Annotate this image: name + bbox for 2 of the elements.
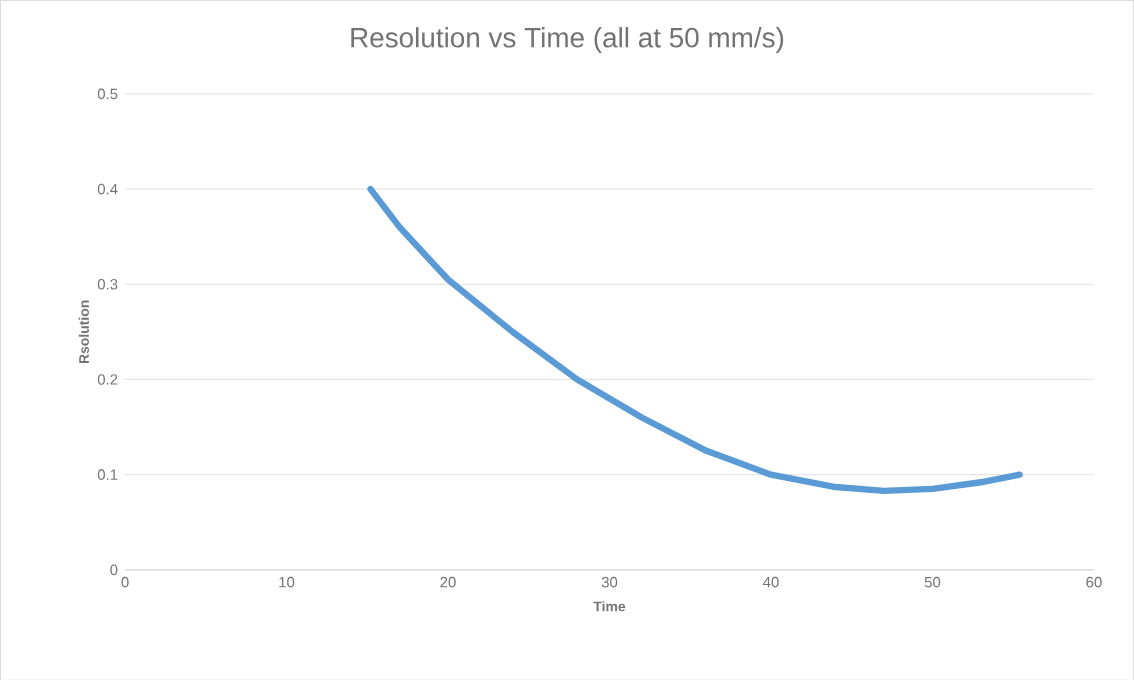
line-series: [367, 185, 1023, 494]
chart-title: Resolution vs Time (all at 50 mm/s): [351, 26, 784, 53]
